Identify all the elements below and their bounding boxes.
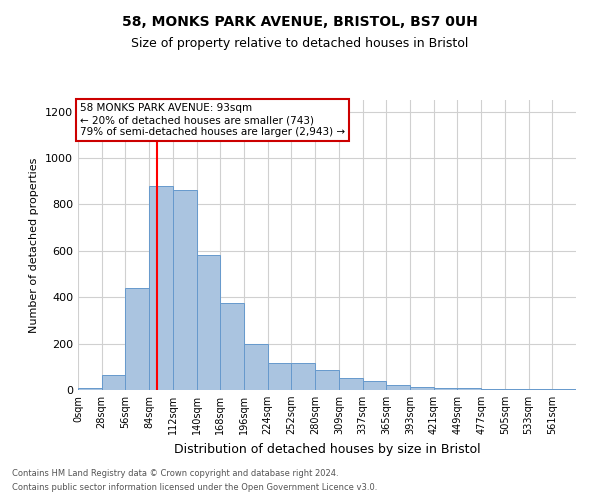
Bar: [292, 364, 315, 390]
Bar: [386, 386, 410, 390]
Text: Contains HM Land Registry data © Crown copyright and database right 2024.: Contains HM Land Registry data © Crown c…: [12, 468, 338, 477]
Bar: [102, 375, 125, 390]
Bar: [244, 344, 268, 390]
Bar: [268, 364, 292, 390]
Bar: [220, 303, 244, 390]
Bar: [197, 256, 220, 390]
Bar: [125, 288, 149, 390]
Bar: [362, 380, 386, 390]
Bar: [315, 370, 339, 390]
Bar: [552, 389, 576, 390]
Text: 58, MONKS PARK AVENUE, BRISTOL, BS7 0UH: 58, MONKS PARK AVENUE, BRISTOL, BS7 0UH: [122, 15, 478, 29]
Bar: [149, 186, 173, 390]
Bar: [78, 388, 102, 390]
Bar: [339, 378, 362, 390]
Text: Size of property relative to detached houses in Bristol: Size of property relative to detached ho…: [131, 38, 469, 51]
Text: Contains public sector information licensed under the Open Government Licence v3: Contains public sector information licen…: [12, 484, 377, 492]
Bar: [434, 388, 457, 390]
Y-axis label: Number of detached properties: Number of detached properties: [29, 158, 40, 332]
Bar: [410, 386, 434, 390]
Bar: [173, 190, 197, 390]
X-axis label: Distribution of detached houses by size in Bristol: Distribution of detached houses by size …: [173, 442, 481, 456]
Bar: [457, 388, 481, 390]
Bar: [505, 389, 529, 390]
Text: 58 MONKS PARK AVENUE: 93sqm
← 20% of detached houses are smaller (743)
79% of se: 58 MONKS PARK AVENUE: 93sqm ← 20% of det…: [80, 104, 345, 136]
Bar: [529, 389, 552, 390]
Bar: [481, 389, 505, 390]
